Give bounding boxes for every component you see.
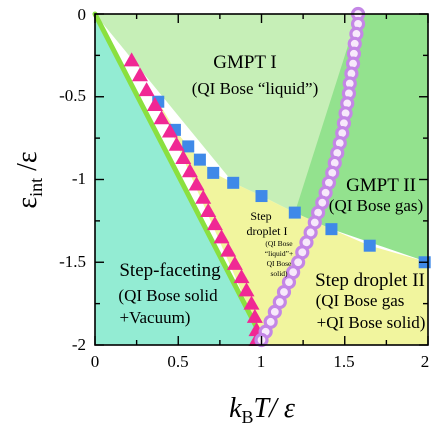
square-point-9 [363, 239, 376, 252]
label-droplet1-line4: “liquid”+ [265, 249, 293, 258]
x-tick-label-4: 2 [421, 352, 430, 371]
label-droplet2-sub1: (QI Bose gas [316, 291, 405, 310]
axis-ticks [94, 13, 429, 346]
x-tick-labels: 0 0.5 1 1.5 2 [91, 352, 430, 371]
y-tick-label-1: -0.5 [59, 86, 86, 105]
triangle-point-16 [233, 269, 250, 284]
triangle-point-10 [195, 189, 212, 204]
triangle-point-4 [153, 110, 170, 125]
square-point-7 [288, 206, 301, 219]
label-faceting-sub2: +Vacuum) [120, 308, 191, 327]
triangle-point-15 [226, 255, 243, 270]
triangle-point-0 [123, 52, 140, 67]
x-tick-label-2: 1 [257, 352, 266, 371]
y-tick-labels: 0 -0.5 -1 -1.5 -2 [59, 5, 86, 354]
y-axis-title-rest: /ε [12, 151, 43, 178]
x-tick-label-0: 0 [91, 352, 100, 371]
label-droplet2-sub2: +QI Bose solid) [317, 313, 426, 332]
x-axis-title-sub: B [242, 407, 254, 427]
y-tick-label-0: 0 [78, 5, 87, 24]
triangle-point-1 [131, 67, 148, 82]
label-droplet1-line3: (QI Bose [265, 239, 293, 248]
square-point-5 [227, 176, 240, 189]
triangle-point-7 [175, 149, 192, 164]
label-gmpt1-title: GMPT I [213, 52, 277, 73]
square-point-8 [325, 223, 338, 236]
y-axis-title-main: ε [12, 197, 43, 209]
y-axis-title-sub: int [26, 178, 46, 197]
triangle-point-2 [138, 82, 155, 97]
triangle-point-17 [238, 282, 255, 297]
triangle-point-13 [213, 229, 230, 244]
data-series [92, 6, 431, 348]
x-axis-title-k: k [229, 393, 242, 424]
triangle-point-3 [146, 97, 163, 112]
triangle-point-11 [200, 202, 217, 217]
triangle-point-9 [188, 176, 205, 191]
square-point-6 [255, 190, 268, 203]
y-tick-label-4: -2 [72, 335, 86, 354]
square-point-4 [207, 166, 220, 179]
x-axis-title-rest: T/ ε [254, 393, 295, 424]
x-tick-label-3: 1.5 [333, 352, 354, 371]
square-point-2 [182, 140, 195, 153]
label-droplet1-line2: droplet I [247, 224, 288, 238]
x-tick-label-1: 0.5 [167, 352, 188, 371]
triangle-point-6 [168, 136, 185, 151]
triangle-point-8 [181, 163, 198, 178]
x-axis-title: kBT/ ε [229, 393, 295, 427]
label-gmpt1-sub: (QI Bose “liquid”) [192, 79, 319, 98]
triangle-point-14 [220, 242, 237, 257]
y-axis-title: εint /ε [12, 151, 46, 208]
square-point-3 [193, 153, 206, 166]
label-gmpt2-sub: (QI Bose gas) [329, 196, 423, 215]
label-droplet1-line6: solid) [270, 269, 288, 278]
label-droplet1-line5: QI Bose [267, 259, 292, 268]
region-step-droplet-fill [158, 101, 428, 345]
region-labels: GMPT I (QI Bose “liquid”) GMPT II (QI Bo… [118, 52, 425, 332]
label-faceting-title: Step-faceting [119, 260, 221, 281]
triangle-point-18 [243, 295, 260, 310]
plot-frame [94, 13, 429, 346]
label-droplet1-line1: Step [250, 209, 271, 223]
label-faceting-sub1: (QI Bose solid [118, 286, 218, 305]
triangle-point-5 [161, 123, 178, 138]
region-gmpt1-fill [95, 14, 359, 213]
y-tick-label-3: -1.5 [59, 252, 86, 271]
triangle-point-19 [246, 308, 263, 323]
label-gmpt2-title: GMPT II [346, 175, 416, 196]
y-tick-label-2: -1 [72, 169, 86, 188]
triangle-point-12 [206, 216, 223, 231]
label-droplet2-title: Step droplet II [315, 270, 425, 291]
